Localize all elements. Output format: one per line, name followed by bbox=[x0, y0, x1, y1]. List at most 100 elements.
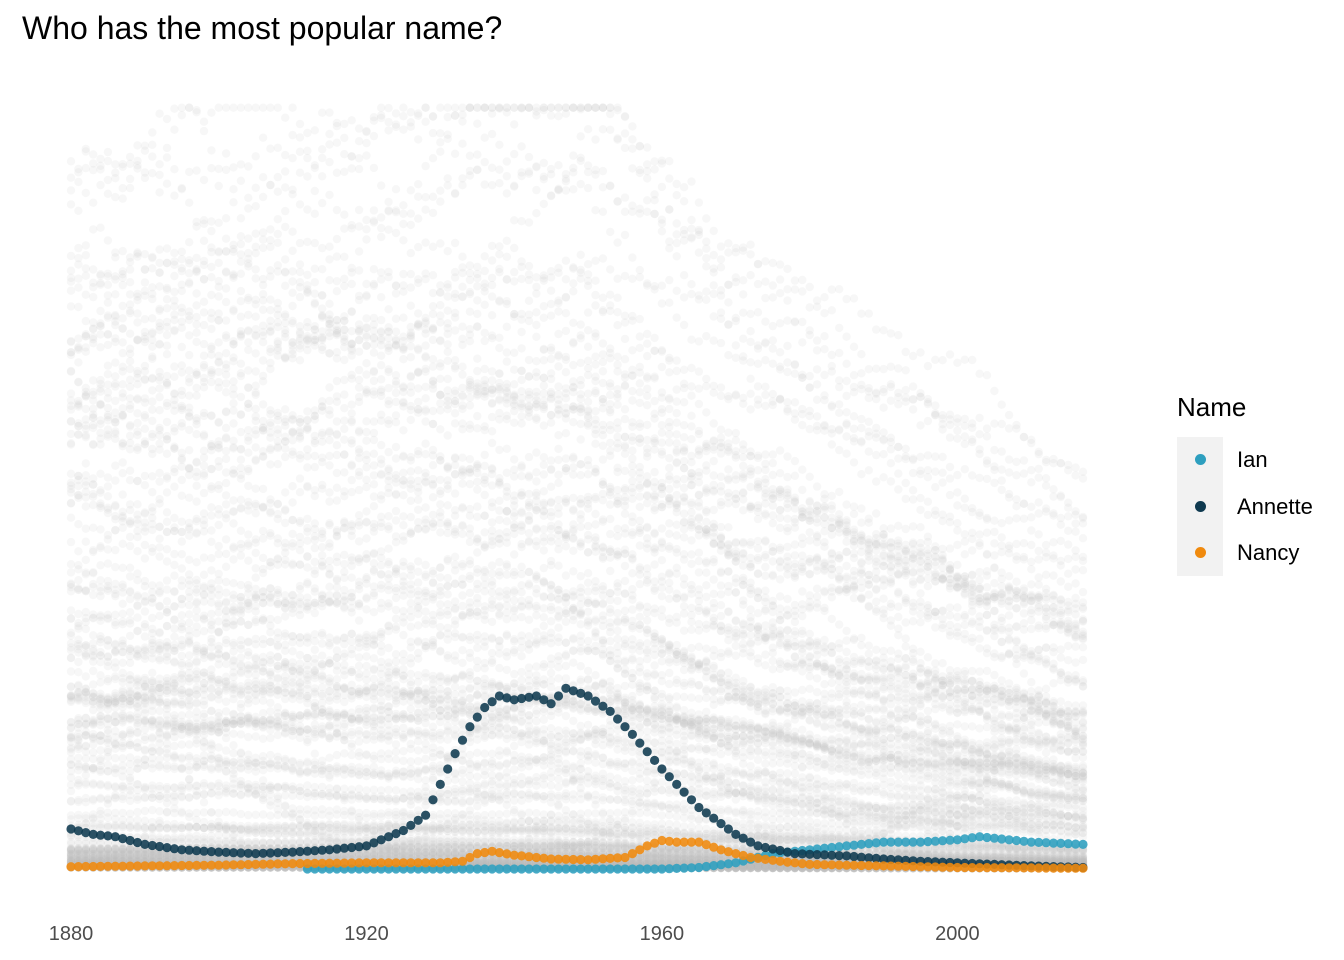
background-point bbox=[953, 720, 962, 729]
background-point bbox=[613, 808, 622, 817]
background-point bbox=[576, 747, 585, 756]
chart-title: Who has the most popular name? bbox=[22, 10, 502, 47]
background-point bbox=[406, 599, 415, 608]
background-point bbox=[221, 103, 231, 112]
background-point bbox=[177, 669, 186, 678]
background-point bbox=[288, 103, 297, 112]
background-point bbox=[1071, 527, 1080, 536]
background-point bbox=[532, 273, 541, 282]
background-point bbox=[583, 578, 593, 587]
background-point bbox=[221, 214, 231, 223]
background-point bbox=[332, 168, 342, 177]
background-point bbox=[1078, 655, 1088, 665]
background-point bbox=[679, 665, 689, 675]
background-point bbox=[162, 676, 172, 686]
background-point bbox=[628, 766, 637, 776]
background-point bbox=[185, 391, 194, 400]
background-point bbox=[148, 386, 157, 395]
background-point bbox=[325, 582, 334, 591]
background-point bbox=[724, 351, 733, 360]
background-point bbox=[221, 388, 231, 397]
background-point bbox=[886, 362, 896, 371]
background-point bbox=[303, 673, 312, 682]
background-point bbox=[133, 674, 142, 683]
background-point bbox=[561, 617, 571, 626]
background-point bbox=[790, 688, 800, 697]
background-point bbox=[66, 682, 76, 691]
background-point bbox=[938, 452, 947, 462]
background-point bbox=[968, 722, 977, 731]
background-point bbox=[687, 215, 696, 225]
background-point bbox=[310, 186, 319, 196]
background-point bbox=[842, 332, 851, 341]
background-point bbox=[325, 108, 334, 117]
background-point bbox=[990, 462, 999, 471]
background-point bbox=[768, 281, 777, 290]
background-point bbox=[428, 764, 438, 773]
background-point bbox=[347, 152, 356, 161]
background-point bbox=[835, 323, 844, 333]
background-point bbox=[140, 792, 150, 802]
background-point bbox=[679, 609, 689, 618]
background-point bbox=[199, 671, 209, 681]
background-point bbox=[960, 432, 969, 441]
background-point bbox=[148, 405, 157, 414]
background-point bbox=[443, 340, 452, 349]
background-point bbox=[236, 214, 246, 223]
background-point bbox=[650, 445, 659, 454]
background-point bbox=[583, 607, 593, 616]
background-point bbox=[406, 622, 415, 631]
background-point bbox=[111, 372, 120, 381]
background-point bbox=[613, 596, 622, 606]
background-point bbox=[458, 632, 467, 642]
background-point bbox=[103, 674, 113, 684]
background-point bbox=[266, 651, 275, 660]
background-point bbox=[391, 786, 401, 795]
background-point bbox=[1064, 526, 1073, 535]
background-point bbox=[827, 793, 836, 802]
background-point bbox=[458, 646, 467, 655]
background-point bbox=[487, 683, 497, 692]
background-point bbox=[901, 366, 910, 375]
background-point bbox=[620, 606, 630, 615]
background-point bbox=[281, 183, 290, 192]
background-point bbox=[288, 678, 297, 687]
background-point bbox=[569, 746, 578, 755]
background-point bbox=[628, 274, 637, 283]
background-point bbox=[266, 671, 275, 680]
background-point bbox=[960, 439, 969, 449]
background-point bbox=[384, 305, 393, 314]
background-point bbox=[66, 186, 76, 195]
background-point bbox=[945, 721, 955, 731]
background-point bbox=[214, 338, 223, 347]
background-point bbox=[244, 204, 253, 213]
background-point bbox=[635, 809, 644, 818]
background-point bbox=[628, 605, 637, 614]
background-point bbox=[908, 405, 918, 414]
background-point bbox=[473, 119, 482, 128]
background-point bbox=[258, 652, 268, 662]
background-point bbox=[118, 160, 127, 169]
background-point bbox=[399, 103, 408, 112]
background-point bbox=[812, 395, 822, 404]
background-point bbox=[916, 610, 925, 619]
background-point bbox=[480, 642, 489, 651]
background-point bbox=[576, 620, 585, 629]
background-points bbox=[66, 103, 1088, 873]
background-point bbox=[436, 600, 445, 609]
background-point bbox=[768, 470, 777, 480]
background-point bbox=[155, 188, 164, 197]
background-point bbox=[532, 627, 541, 637]
background-point bbox=[391, 657, 401, 666]
background-point bbox=[399, 649, 408, 659]
background-point bbox=[709, 336, 718, 345]
background-point bbox=[724, 248, 733, 257]
background-point bbox=[428, 309, 438, 319]
background-point bbox=[421, 607, 430, 616]
background-point bbox=[835, 400, 844, 409]
background-point bbox=[798, 685, 807, 695]
background-point bbox=[295, 168, 305, 177]
background-point bbox=[487, 280, 497, 290]
background-point bbox=[436, 623, 445, 632]
